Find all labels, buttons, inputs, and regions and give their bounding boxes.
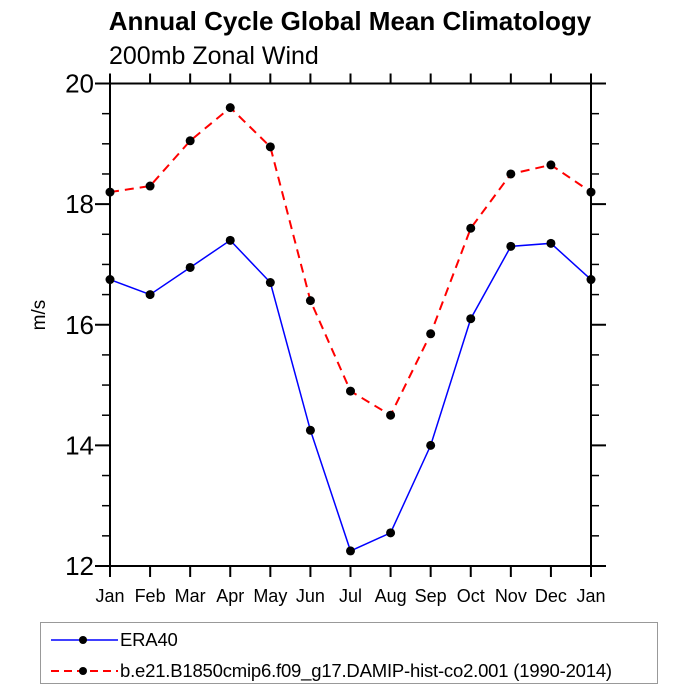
y-tick-label: 20 [65, 69, 94, 99]
data-point-marker [105, 187, 115, 197]
legend-item-era40: ERA40 [51, 629, 178, 651]
legend-label-era40: ERA40 [120, 629, 178, 650]
legend-line-sample-dashed [51, 667, 118, 675]
data-point-marker [305, 425, 315, 435]
data-point-marker [185, 262, 195, 272]
x-tick-label: May [253, 586, 287, 606]
x-tick-label: Oct [457, 586, 485, 606]
plot-frame [109, 82, 592, 567]
data-point-marker [305, 296, 315, 306]
chart-title: Annual Cycle Global Mean Climatology [108, 6, 592, 36]
data-point-marker [265, 142, 275, 152]
x-tick-label: Feb [135, 586, 166, 606]
x-tick-label: Apr [216, 586, 244, 606]
data-point-marker [145, 181, 155, 191]
series-era40 [105, 235, 596, 556]
y-tick-label: 12 [65, 551, 94, 581]
x-tick-label: Dec [535, 586, 567, 606]
y-tick-labels: 12 14 16 18 20 [65, 69, 94, 582]
y-axis-ticks [95, 82, 606, 567]
x-tick-label: Sep [415, 586, 447, 606]
data-point-marker [225, 235, 235, 245]
x-tick-label: Mar [175, 586, 206, 606]
legend-sample-marker [79, 667, 87, 675]
data-point-marker [586, 187, 596, 197]
data-point-marker [466, 223, 476, 233]
data-point-marker [386, 528, 396, 538]
data-point-marker [386, 410, 396, 420]
data-point-marker [506, 169, 516, 179]
y-tick-label: 14 [65, 430, 94, 460]
legend-sample-marker [79, 636, 87, 644]
data-point-marker [346, 386, 355, 396]
y-tick-label: 18 [65, 189, 94, 219]
y-tick-label: 16 [65, 310, 94, 340]
legend-item-model: b.e21.B1850cmip6.f09_g17.DAMIP-hist-co2.… [51, 660, 612, 682]
data-point-marker [466, 314, 476, 324]
x-tick-label: Jan [95, 586, 124, 606]
data-point-marker [426, 329, 436, 339]
data-point-marker [185, 136, 195, 146]
x-tick-label: Nov [495, 586, 527, 606]
x-tick-label: Jun [296, 586, 325, 606]
data-point-marker [145, 290, 155, 300]
legend-label-model: b.e21.B1850cmip6.f09_g17.DAMIP-hist-co2.… [120, 660, 612, 681]
x-tick-label: Jul [339, 586, 362, 606]
data-point-marker [265, 278, 275, 288]
data-point-marker [346, 546, 355, 556]
data-point-marker [546, 238, 556, 248]
data-point-marker [105, 275, 115, 285]
data-point-marker [546, 160, 556, 170]
data-point-marker [225, 103, 235, 113]
chart-subtitle: 200mb Zonal Wind [109, 42, 319, 70]
series-line [109, 106, 592, 417]
legend-line-sample-solid [51, 636, 118, 644]
legend-box: ERA40 b.e21.B1850cmip6.f09_g17.DAMIP-his… [40, 622, 658, 684]
data-point-marker [506, 241, 516, 251]
series-model [105, 103, 596, 420]
x-tick-label: Aug [375, 586, 407, 606]
series-line [109, 239, 592, 552]
x-tick-label: Jan [576, 586, 605, 606]
data-point-marker [586, 275, 596, 285]
data-point-marker [426, 440, 436, 450]
x-tick-labels: Jan Feb Mar Apr May Jun Jul Aug Sep Oct Nov Dec Jan [95, 586, 605, 606]
x-axis-ticks [109, 73, 592, 577]
